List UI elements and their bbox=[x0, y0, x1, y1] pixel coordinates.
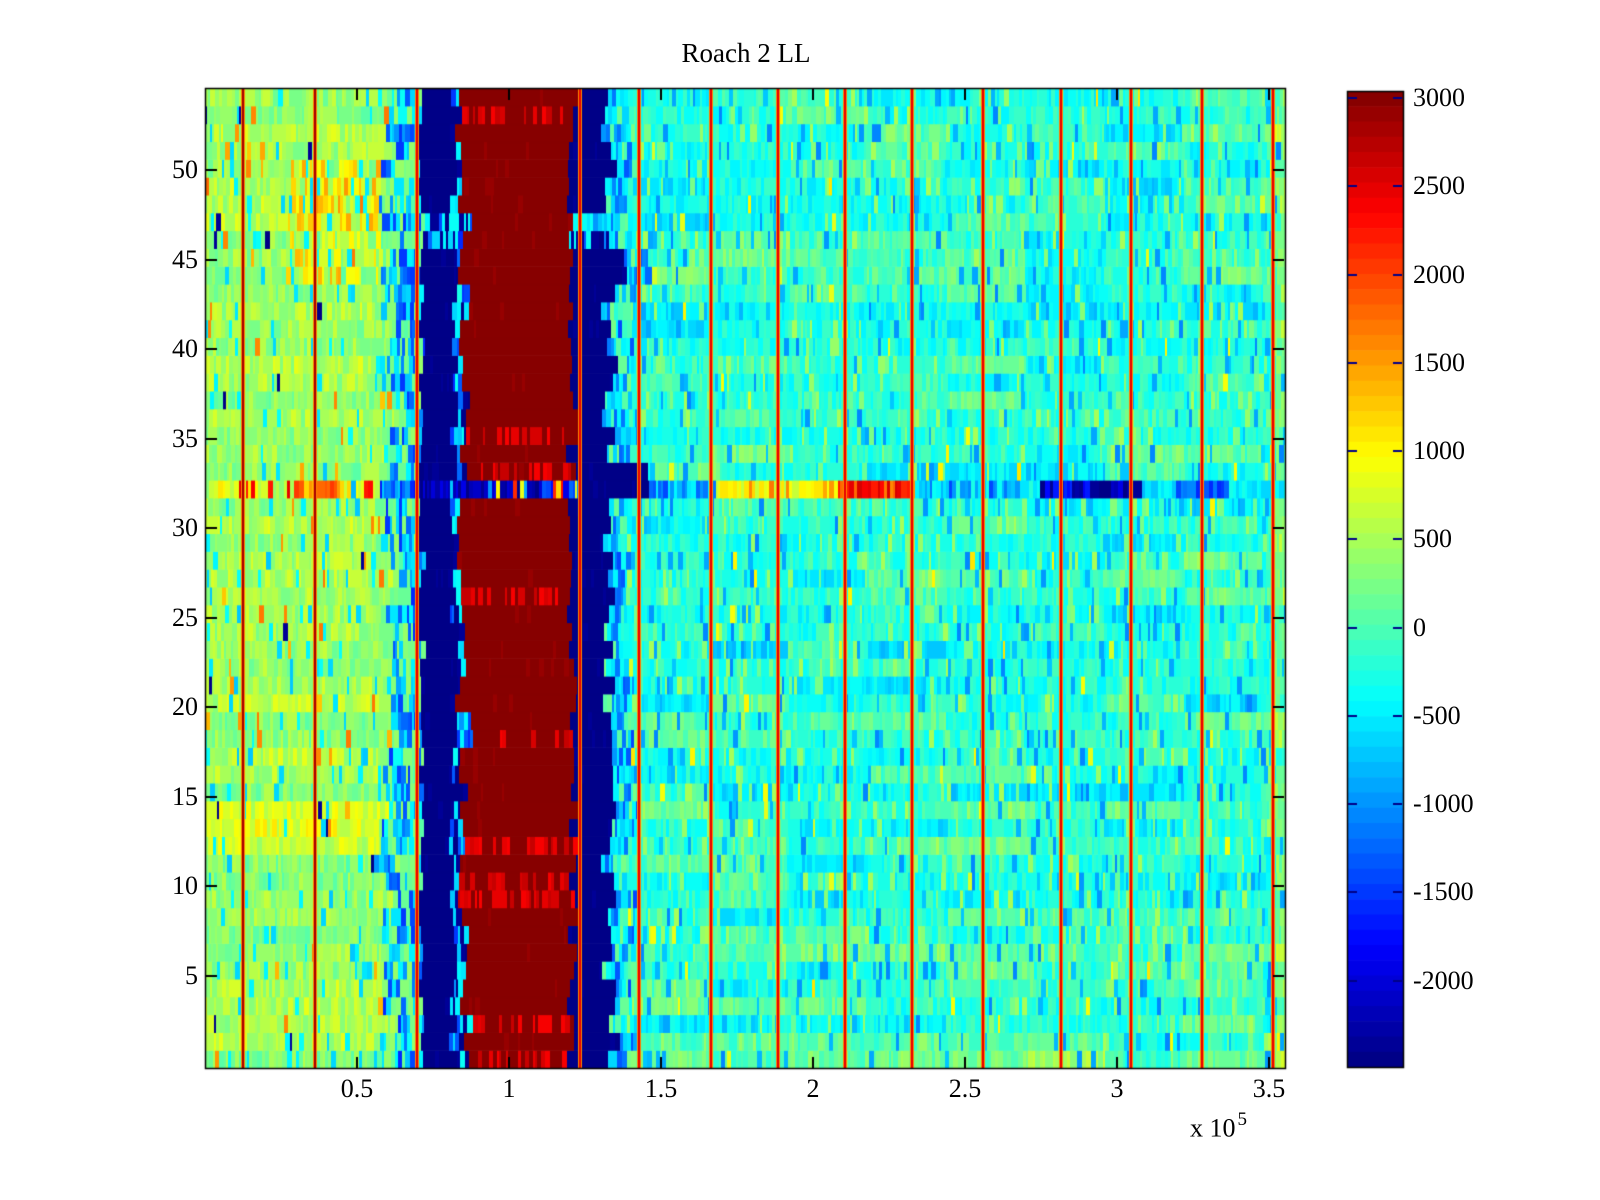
y-tick-label: 45 bbox=[172, 244, 198, 274]
x-tick-label: 1.5 bbox=[644, 1074, 678, 1103]
chart-title: Roach 2 LL bbox=[681, 38, 811, 68]
colorbar-tick-label: 0 bbox=[1413, 612, 1426, 642]
x-axis-exponent-power: 5 bbox=[1237, 1109, 1248, 1130]
colorbar-tick-label: -2000 bbox=[1413, 965, 1474, 995]
y-tick-label: 15 bbox=[172, 781, 198, 811]
colorbar-tick-label: -500 bbox=[1413, 700, 1461, 730]
colorbar-tick-label: 2500 bbox=[1413, 171, 1465, 201]
y-tick-label: 25 bbox=[172, 602, 198, 632]
y-tick-label: 30 bbox=[172, 513, 198, 543]
x-axis-exponent-prefix: x 10 bbox=[1190, 1113, 1236, 1143]
y-tick-label: 5 bbox=[185, 961, 198, 990]
x-tick-label: 3 bbox=[1110, 1074, 1124, 1103]
colorbar-tick-label: 500 bbox=[1413, 524, 1452, 554]
x-tick-label: 2.5 bbox=[948, 1074, 982, 1103]
x-axis-exponent-label: x 10 5 bbox=[1190, 1109, 1248, 1143]
colorbar-tick-label: 2000 bbox=[1413, 259, 1465, 289]
colorbar-tick-label: 3000 bbox=[1413, 83, 1465, 113]
x-tick-label: 3.5 bbox=[1252, 1074, 1286, 1103]
colorbar-tick-label: -1500 bbox=[1413, 877, 1474, 907]
y-tick-label: 50 bbox=[172, 155, 198, 184]
colorbar-tick-label: 1500 bbox=[1413, 347, 1465, 377]
y-tick-label: 20 bbox=[172, 692, 198, 722]
y-tick-label: 10 bbox=[172, 871, 198, 901]
colorbar-tick-label: -1000 bbox=[1413, 789, 1474, 819]
colorbar-tick-label: 1000 bbox=[1413, 436, 1465, 466]
x-tick-label: 0.5 bbox=[340, 1074, 374, 1103]
x-tick-label: 2 bbox=[806, 1074, 820, 1103]
y-tick-label: 35 bbox=[172, 423, 198, 453]
x-tick-label: 1 bbox=[502, 1074, 516, 1103]
y-tick-label: 40 bbox=[172, 334, 198, 364]
